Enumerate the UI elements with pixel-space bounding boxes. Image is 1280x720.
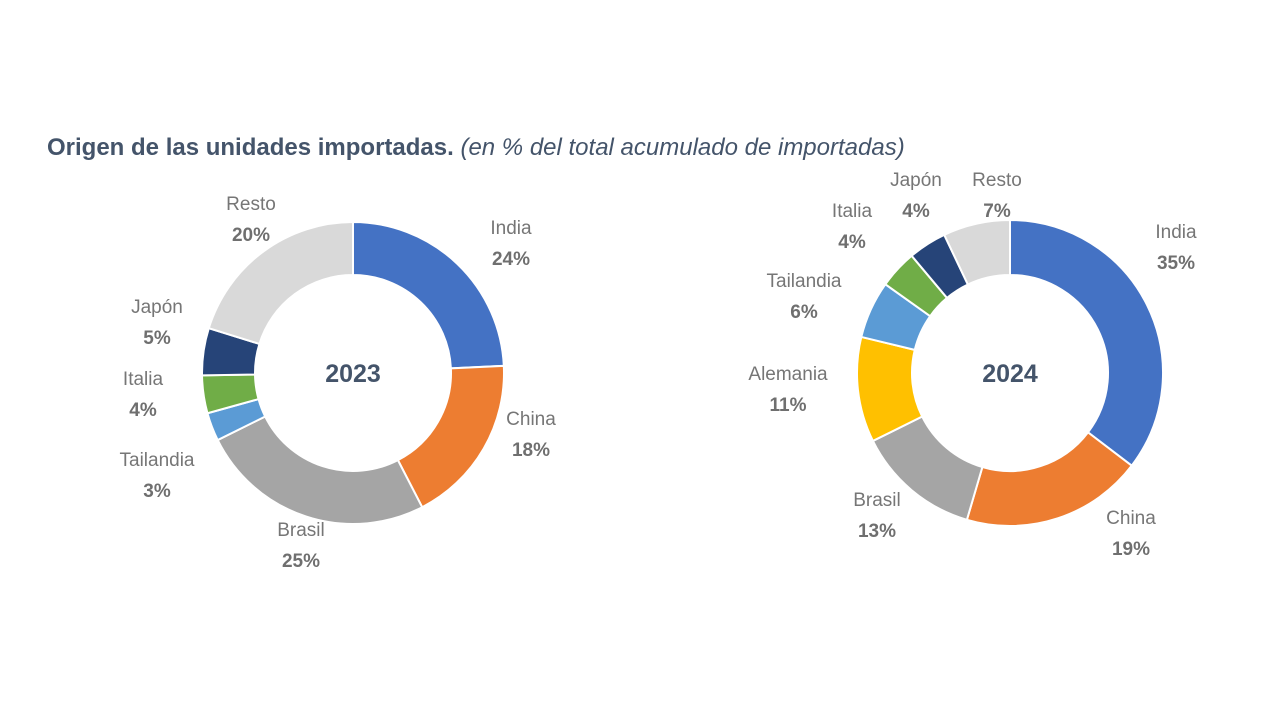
slice-2023-brasil xyxy=(216,415,424,525)
data-label-name-2023-japon: Japón xyxy=(131,297,183,318)
chart-title-main: Origen de las unidades importadas. xyxy=(47,134,454,161)
data-label-name-2024-italia: Italia xyxy=(832,201,873,222)
data-label-value-2024-tailandia: 6% xyxy=(790,302,818,323)
data-label-value-2024-alemania: 11% xyxy=(770,395,807,416)
data-label-value-2024-japon: 4% xyxy=(902,201,930,222)
slice-2024-resto xyxy=(942,218,1011,286)
data-label-name-2024-alemania: Alemania xyxy=(748,364,828,385)
slice-2023-india xyxy=(352,220,505,370)
data-label-value-2024-china: 19% xyxy=(1112,539,1150,560)
data-label-value-2024-italia: 4% xyxy=(838,232,866,253)
data-label-value-2024-india: 35% xyxy=(1157,253,1195,274)
slice-2023-china xyxy=(396,364,505,509)
donut-chart-2024: 2024 India 35% China 19% Brasil 13% Alemania 11%… xyxy=(748,170,1197,560)
data-label-value-2023-japon: 5% xyxy=(143,328,171,349)
donut-chart-2023: 2023 India 24% China 18% Brasil 25% Tailandia 3%… xyxy=(120,194,557,572)
data-label-name-2023-china: China xyxy=(506,409,556,430)
data-label-value-2023-italia: 4% xyxy=(129,400,157,421)
data-label-value-2024-resto: 7% xyxy=(983,201,1011,222)
chart-title: Origen de las unidades importadas. (en %… xyxy=(47,134,905,162)
data-label-value-2023-india: 24% xyxy=(492,249,530,270)
center-label-2023: 2023 xyxy=(325,360,381,388)
data-label-name-2024-resto: Resto xyxy=(972,170,1022,191)
center-label-2024: 2024 xyxy=(982,360,1038,388)
slice-2024-india xyxy=(1009,218,1164,468)
data-label-value-2023-brasil: 25% xyxy=(282,551,320,572)
data-label-name-2024-india: India xyxy=(1155,222,1197,243)
data-label-name-2023-brasil: Brasil xyxy=(277,520,325,541)
data-label-value-2023-tailandia: 3% xyxy=(143,481,171,502)
data-label-name-2024-tailandia: Tailandia xyxy=(767,271,842,292)
data-label-value-2023-resto: 20% xyxy=(232,225,270,246)
data-label-name-2023-india: India xyxy=(490,218,532,239)
chart-subtitle: (en % del total acumulado de importadas) xyxy=(460,134,905,161)
data-label-value-2023-china: 18% xyxy=(512,440,550,461)
data-label-name-2024-brasil: Brasil xyxy=(853,490,901,511)
data-label-name-2023-tailandia: Tailandia xyxy=(120,450,195,471)
data-label-name-2024-china: China xyxy=(1106,508,1156,529)
data-label-value-2024-brasil: 13% xyxy=(858,521,896,542)
data-label-name-2024-japon: Japón xyxy=(890,170,942,191)
slice-2023-resto xyxy=(207,220,354,346)
data-label-name-2023-italia: Italia xyxy=(123,369,164,390)
data-label-name-2023-resto: Resto xyxy=(226,194,276,215)
